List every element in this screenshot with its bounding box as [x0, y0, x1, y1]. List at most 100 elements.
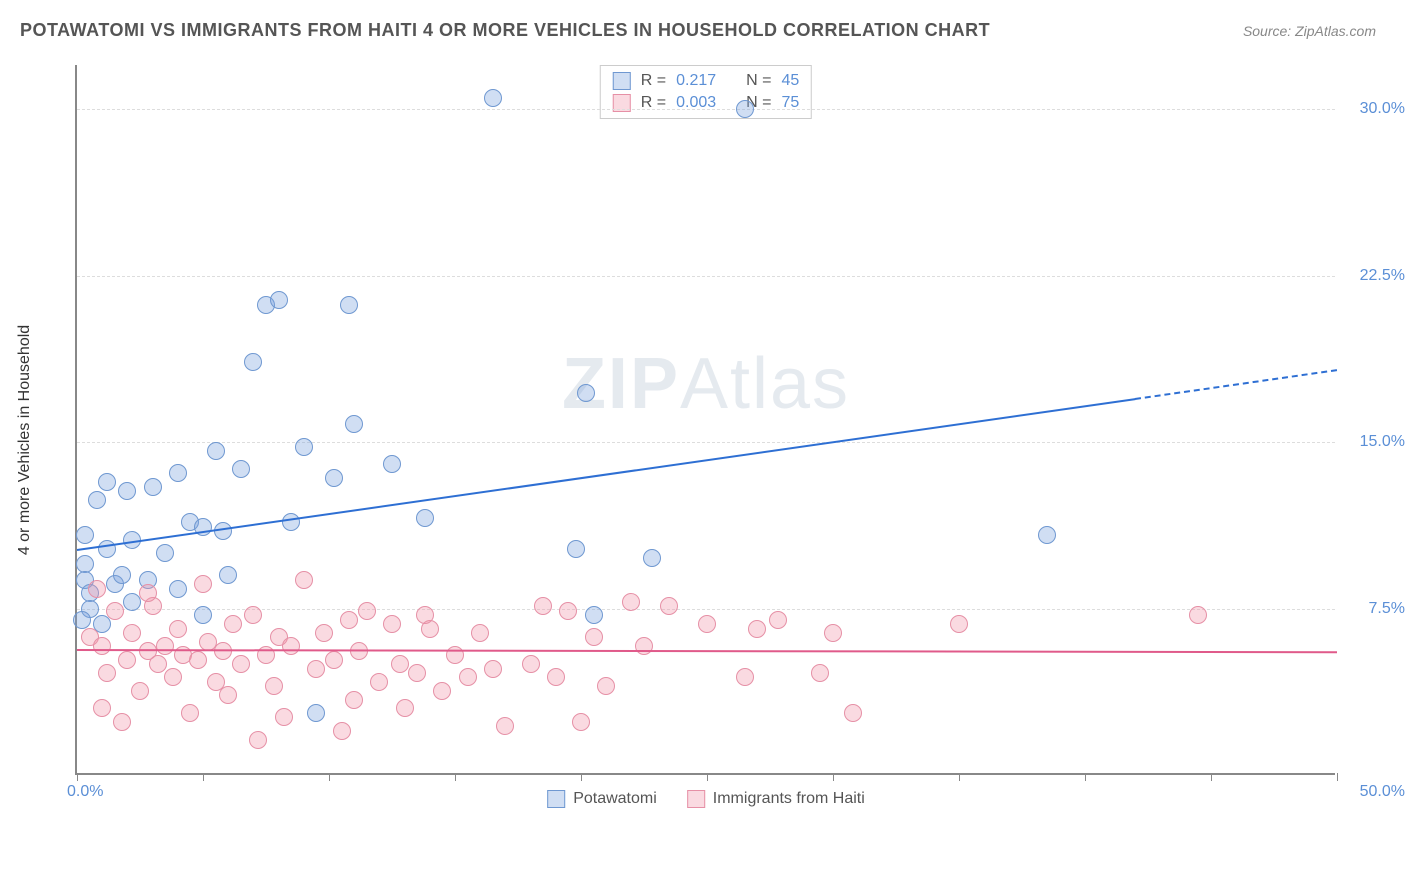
data-point	[244, 606, 262, 624]
data-point	[547, 668, 565, 686]
watermark: ZIPAtlas	[562, 343, 850, 425]
legend-label-1: Potawatomi	[573, 790, 657, 808]
legend-swatch-1	[547, 790, 565, 808]
data-point	[307, 660, 325, 678]
data-point	[156, 544, 174, 562]
data-point	[98, 473, 116, 491]
data-point	[144, 478, 162, 496]
data-point	[219, 686, 237, 704]
data-point	[577, 384, 595, 402]
data-point	[106, 602, 124, 620]
data-point	[169, 464, 187, 482]
x-tick	[1337, 773, 1338, 781]
data-point	[265, 677, 283, 695]
source-attribution: Source: ZipAtlas.com	[1243, 23, 1376, 39]
data-point	[660, 597, 678, 615]
data-point	[189, 651, 207, 669]
data-point	[270, 291, 288, 309]
legend-label-2: Immigrants from Haiti	[713, 790, 865, 808]
data-point	[433, 682, 451, 700]
x-tick	[203, 773, 204, 781]
scatter-plot: ZIPAtlas R = 0.217 N = 45 R = 0.003 N = …	[75, 65, 1335, 775]
x-tick	[707, 773, 708, 781]
data-point	[149, 655, 167, 673]
stats-row-2: R = 0.003 N = 75	[613, 92, 799, 114]
data-point	[484, 660, 502, 678]
data-point	[534, 597, 552, 615]
data-point	[522, 655, 540, 673]
data-point	[340, 296, 358, 314]
data-point	[585, 606, 603, 624]
data-point	[496, 717, 514, 735]
gridline	[77, 609, 1335, 610]
data-point	[484, 89, 502, 107]
r-label: R =	[641, 72, 666, 90]
data-point	[181, 704, 199, 722]
data-point	[370, 673, 388, 691]
data-point	[169, 620, 187, 638]
data-point	[622, 593, 640, 611]
data-point	[597, 677, 615, 695]
x-axis-min-label: 0.0%	[67, 783, 103, 801]
data-point	[88, 491, 106, 509]
data-point	[113, 713, 131, 731]
data-point	[567, 540, 585, 558]
data-point	[88, 580, 106, 598]
data-point	[249, 731, 267, 749]
data-point	[1189, 606, 1207, 624]
data-point	[643, 549, 661, 567]
data-point	[416, 606, 434, 624]
data-point	[282, 513, 300, 531]
data-point	[73, 611, 91, 629]
data-point	[232, 460, 250, 478]
data-point	[736, 668, 754, 686]
x-tick	[455, 773, 456, 781]
y-tick-label: 30.0%	[1345, 100, 1405, 118]
x-tick	[833, 773, 834, 781]
bottom-legend: Potawatomi Immigrants from Haiti	[547, 790, 865, 808]
watermark-bold: ZIP	[562, 344, 680, 424]
data-point	[118, 651, 136, 669]
data-point	[156, 637, 174, 655]
data-point	[769, 611, 787, 629]
watermark-thin: Atlas	[680, 344, 850, 424]
data-point	[325, 651, 343, 669]
data-point	[416, 509, 434, 527]
data-point	[98, 664, 116, 682]
data-point	[113, 566, 131, 584]
chart-title: POTAWATOMI VS IMMIGRANTS FROM HAITI 4 OR…	[20, 20, 990, 41]
data-point	[325, 469, 343, 487]
data-point	[194, 575, 212, 593]
stats-row-1: R = 0.217 N = 45	[613, 70, 799, 92]
y-tick-label: 15.0%	[1345, 433, 1405, 451]
data-point	[295, 571, 313, 589]
data-point	[950, 615, 968, 633]
data-point	[748, 620, 766, 638]
data-point	[844, 704, 862, 722]
data-point	[232, 655, 250, 673]
data-point	[207, 442, 225, 460]
data-point	[131, 682, 149, 700]
legend-swatch-2	[687, 790, 705, 808]
data-point	[194, 606, 212, 624]
chart-area: 4 or more Vehicles in Household ZIPAtlas…	[55, 65, 1355, 815]
data-point	[164, 668, 182, 686]
x-tick	[77, 773, 78, 781]
data-point	[824, 624, 842, 642]
gridline	[77, 109, 1335, 110]
data-point	[295, 438, 313, 456]
data-point	[345, 415, 363, 433]
gridline	[77, 442, 1335, 443]
data-point	[139, 584, 157, 602]
n-label: N =	[746, 72, 771, 90]
series1-swatch	[613, 72, 631, 90]
data-point	[340, 611, 358, 629]
data-point	[224, 615, 242, 633]
data-point	[93, 637, 111, 655]
series1-n-value: 45	[781, 72, 799, 90]
data-point	[169, 580, 187, 598]
x-tick	[581, 773, 582, 781]
data-point	[396, 699, 414, 717]
data-point	[333, 722, 351, 740]
gridline	[77, 276, 1335, 277]
